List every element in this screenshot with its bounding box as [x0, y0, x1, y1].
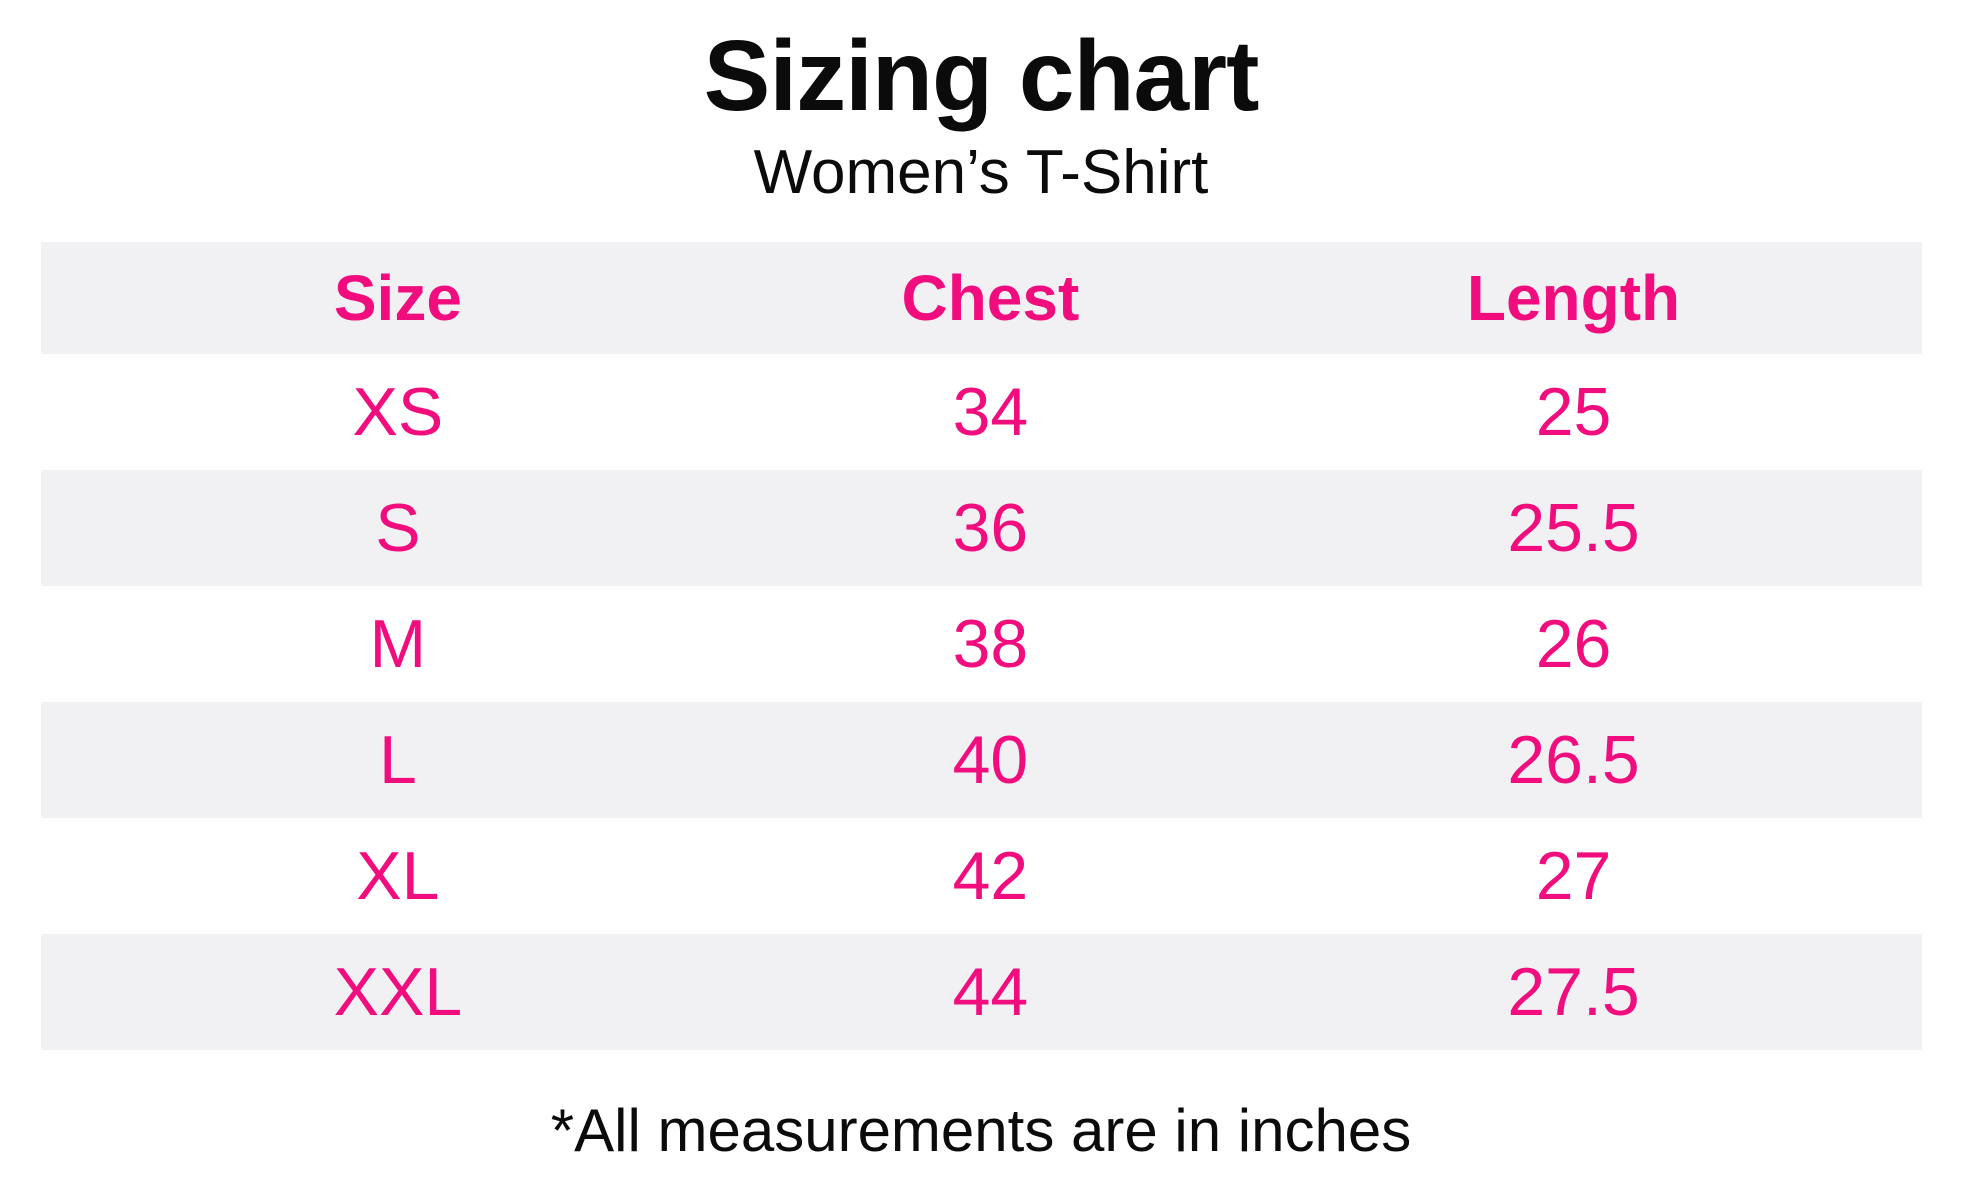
cell-length: 27	[1535, 838, 1612, 915]
cell-length: 27.5	[1507, 954, 1640, 1031]
cell-chest: 42	[952, 838, 1029, 915]
cell-length: 25.5	[1507, 490, 1640, 567]
table-row-xxl: XXL 44 27.5	[40, 934, 1922, 1051]
cell-size: S	[375, 490, 421, 567]
cell-chest: 36	[952, 490, 1029, 567]
cell-chest: 38	[952, 606, 1029, 683]
table-row-m: M 38 26	[41, 586, 1922, 702]
cell-size: M	[369, 606, 427, 683]
sizing-table: Size Chest Length XS 34 25 S 36 25.5 M 3…	[40, 242, 1922, 1051]
page-title: Sizing chart	[703, 20, 1260, 132]
column-header-size: Size	[40, 242, 756, 355]
cell-size: XS	[352, 374, 444, 451]
cell-size: XL	[356, 838, 440, 915]
column-header-chest: Chest	[755, 242, 1226, 355]
cell-length: 25	[1535, 374, 1612, 451]
cell-length: 26.5	[1507, 722, 1640, 799]
cell-length: 26	[1535, 606, 1612, 683]
cell-size: L	[378, 722, 417, 799]
cell-chest: 34	[952, 374, 1029, 451]
table-row-xs: XS 34 25	[41, 354, 1922, 470]
cell-size: XXL	[333, 954, 463, 1031]
footnote: *All measurements are in inches	[550, 1097, 1412, 1165]
column-header-length: Length	[1225, 242, 1922, 355]
table-row-l: L 40 26.5	[40, 702, 1922, 819]
table-row-s: S 36 25.5	[40, 470, 1922, 587]
table-row-xl: XL 42 27	[41, 818, 1922, 934]
cell-chest: 40	[952, 722, 1029, 799]
cell-chest: 44	[952, 954, 1029, 1031]
table-header-row: Size Chest Length	[40, 242, 1922, 355]
page-subtitle: Women’s T-Shirt	[753, 138, 1209, 207]
